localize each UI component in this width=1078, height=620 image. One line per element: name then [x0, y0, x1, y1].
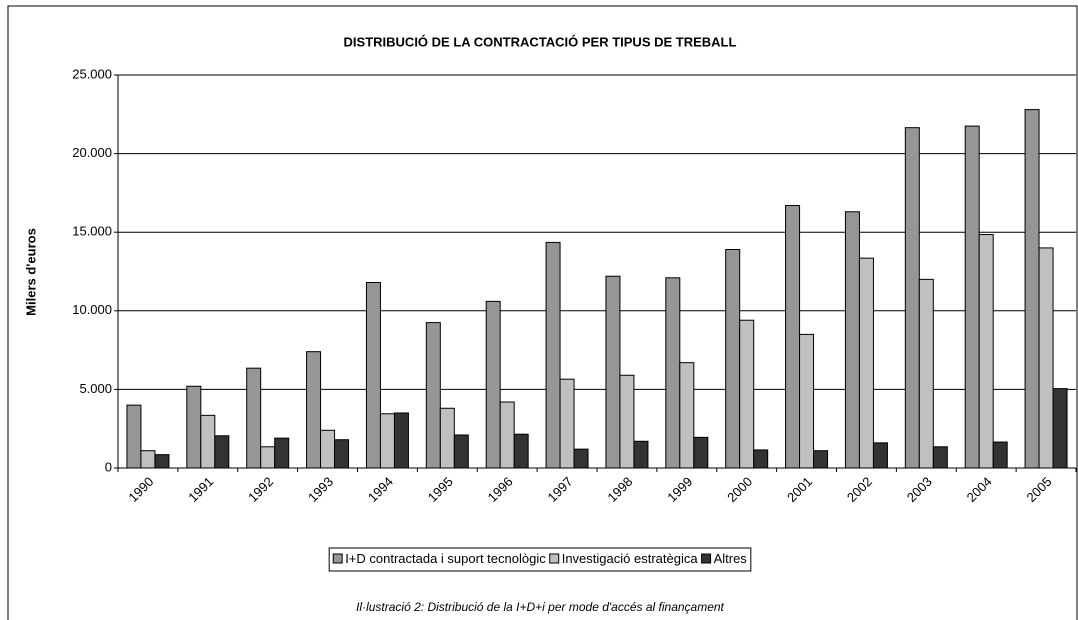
legend: I+D contractada i suport tecnològic Inves… [328, 547, 752, 572]
bar [799, 333, 815, 469]
bar [425, 322, 441, 469]
x-tick-label: 1992 [245, 474, 276, 505]
bar [379, 413, 395, 469]
legend-box [328, 547, 752, 572]
x-tick-label: 2001 [784, 474, 815, 505]
x-tick-label: 1991 [185, 474, 216, 505]
y-tick-label: 15.000 [72, 224, 112, 239]
x-tick-label: 2004 [964, 474, 995, 505]
x-tick-label: 1993 [305, 474, 336, 505]
y-tick-label: 5.000 [79, 381, 112, 396]
bar [619, 374, 635, 469]
bar [573, 448, 589, 469]
legend-swatch [701, 553, 712, 564]
chart-frame [7, 5, 1078, 620]
legend-label: Investigació estratègica [562, 551, 699, 566]
y-tick-label: 10.000 [72, 302, 112, 317]
bar [1024, 109, 1040, 469]
bar [785, 204, 801, 469]
bar [439, 407, 455, 469]
y-tick-label: 0 [105, 459, 112, 474]
bar [365, 282, 381, 469]
bar [679, 362, 695, 469]
bar [753, 449, 769, 469]
bar [904, 127, 920, 469]
bar [964, 125, 980, 469]
legend-swatch [332, 553, 343, 564]
bar [186, 385, 202, 469]
legend-swatch [549, 553, 560, 564]
bar [605, 275, 621, 469]
bar [545, 241, 561, 469]
y-axis-label: Milers d'euros [23, 228, 38, 316]
bar [844, 211, 860, 469]
bar [334, 439, 350, 469]
bar [200, 414, 216, 469]
bar [140, 450, 156, 469]
legend-label: Altres [714, 551, 748, 566]
x-tick-label: 2003 [904, 474, 935, 505]
x-tick-label: 1999 [664, 474, 695, 505]
x-tick-label: 1997 [545, 474, 576, 505]
bar [932, 446, 948, 469]
bar [872, 442, 888, 469]
legend-label: I+D contractada i suport tecnològic [345, 551, 546, 566]
x-tick-label: 1998 [604, 474, 635, 505]
bar [453, 434, 469, 469]
bar [320, 429, 336, 469]
bar [274, 437, 290, 469]
bar [633, 440, 649, 469]
x-tick-label: 2005 [1024, 474, 1055, 505]
bar [559, 378, 575, 469]
x-tick-label: 2000 [724, 474, 755, 505]
bar [246, 367, 262, 469]
bar [126, 404, 142, 469]
bar [513, 433, 529, 469]
bar [992, 441, 1008, 469]
bar [858, 257, 874, 469]
bar [665, 277, 681, 469]
bar [918, 278, 934, 469]
bar [485, 300, 501, 469]
chart-title: DISTRIBUCIÓ DE LA CONTRACTACIÓ PER TIPUS… [344, 34, 737, 49]
bar [1038, 247, 1054, 469]
bar [693, 436, 709, 469]
bar [978, 234, 994, 469]
bar [393, 412, 409, 469]
bar [739, 319, 755, 469]
bar [306, 351, 322, 469]
caption: Il·lustració 2: Distribució de la I+D+i … [356, 600, 724, 614]
bar [813, 450, 829, 469]
x-tick-label: 1996 [485, 474, 516, 505]
bar [214, 435, 230, 469]
y-tick-label: 25.000 [72, 66, 112, 81]
x-tick-label: 2002 [844, 474, 875, 505]
bar [154, 454, 170, 469]
bar [725, 248, 741, 469]
x-tick-label: 1990 [125, 474, 156, 505]
y-tick-label: 20.000 [72, 145, 112, 160]
x-tick-label: 1994 [365, 474, 396, 505]
x-tick-label: 1995 [425, 474, 456, 505]
bar [1052, 388, 1068, 469]
bar [260, 446, 276, 469]
bar [499, 401, 515, 469]
